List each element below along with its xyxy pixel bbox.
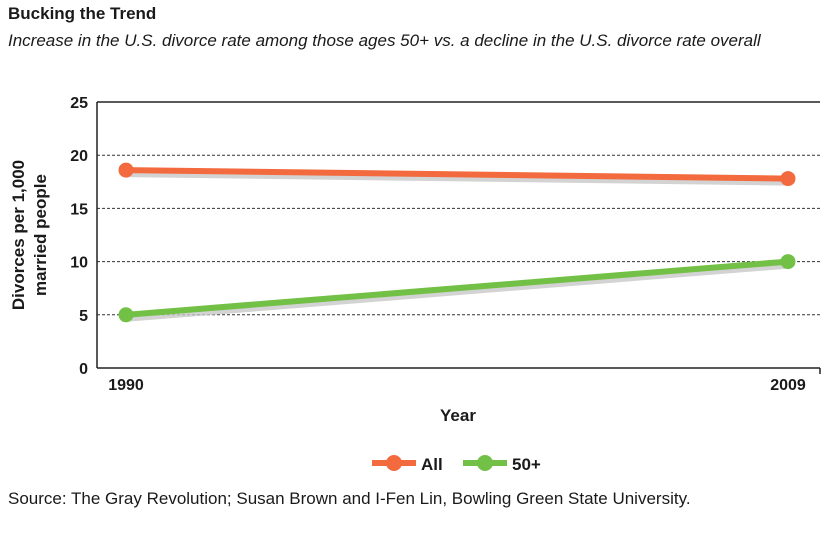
legend-swatch-marker <box>386 455 402 471</box>
axes <box>96 101 821 374</box>
series-line-50plus <box>123 258 791 318</box>
y-axis-label-line1: Divorces per 1,000 <box>9 160 28 310</box>
legend-swatch-marker <box>477 455 493 471</box>
y-tick-label: 5 <box>79 308 88 325</box>
y-tick-label: 0 <box>79 361 88 378</box>
grid-lines <box>97 154 820 316</box>
y-axis-label-line2: married people <box>31 174 50 296</box>
y-tick-label: 15 <box>70 201 88 218</box>
x-tick-label: 2009 <box>770 377 806 394</box>
legend: All 50+ <box>372 455 541 474</box>
legend-label: 50+ <box>512 455 541 474</box>
legend-label: All <box>421 455 443 474</box>
x-tick-labels: 1990 2009 <box>108 377 806 394</box>
y-tick-label: 20 <box>70 148 88 165</box>
chart-title: Bucking the Trend <box>8 4 157 23</box>
series-lines <box>118 162 796 323</box>
data-point <box>780 254 796 270</box>
y-tick-label: 10 <box>70 255 88 272</box>
data-point <box>118 162 134 178</box>
source-note: Source: The Gray Revolution; Susan Brown… <box>8 489 691 508</box>
series-shadow <box>123 171 791 186</box>
series-shadow <box>123 262 791 322</box>
y-tick-labels: 0 5 10 15 20 25 <box>70 95 88 378</box>
x-tick-label: 1990 <box>108 377 144 394</box>
data-point <box>118 307 134 323</box>
chart-subtitle: Increase in the U.S. divorce rate among … <box>8 31 761 50</box>
x-axis-label: Year <box>440 406 476 425</box>
data-point <box>780 171 796 187</box>
series-line-all <box>123 167 791 182</box>
y-tick-label: 25 <box>70 95 88 112</box>
